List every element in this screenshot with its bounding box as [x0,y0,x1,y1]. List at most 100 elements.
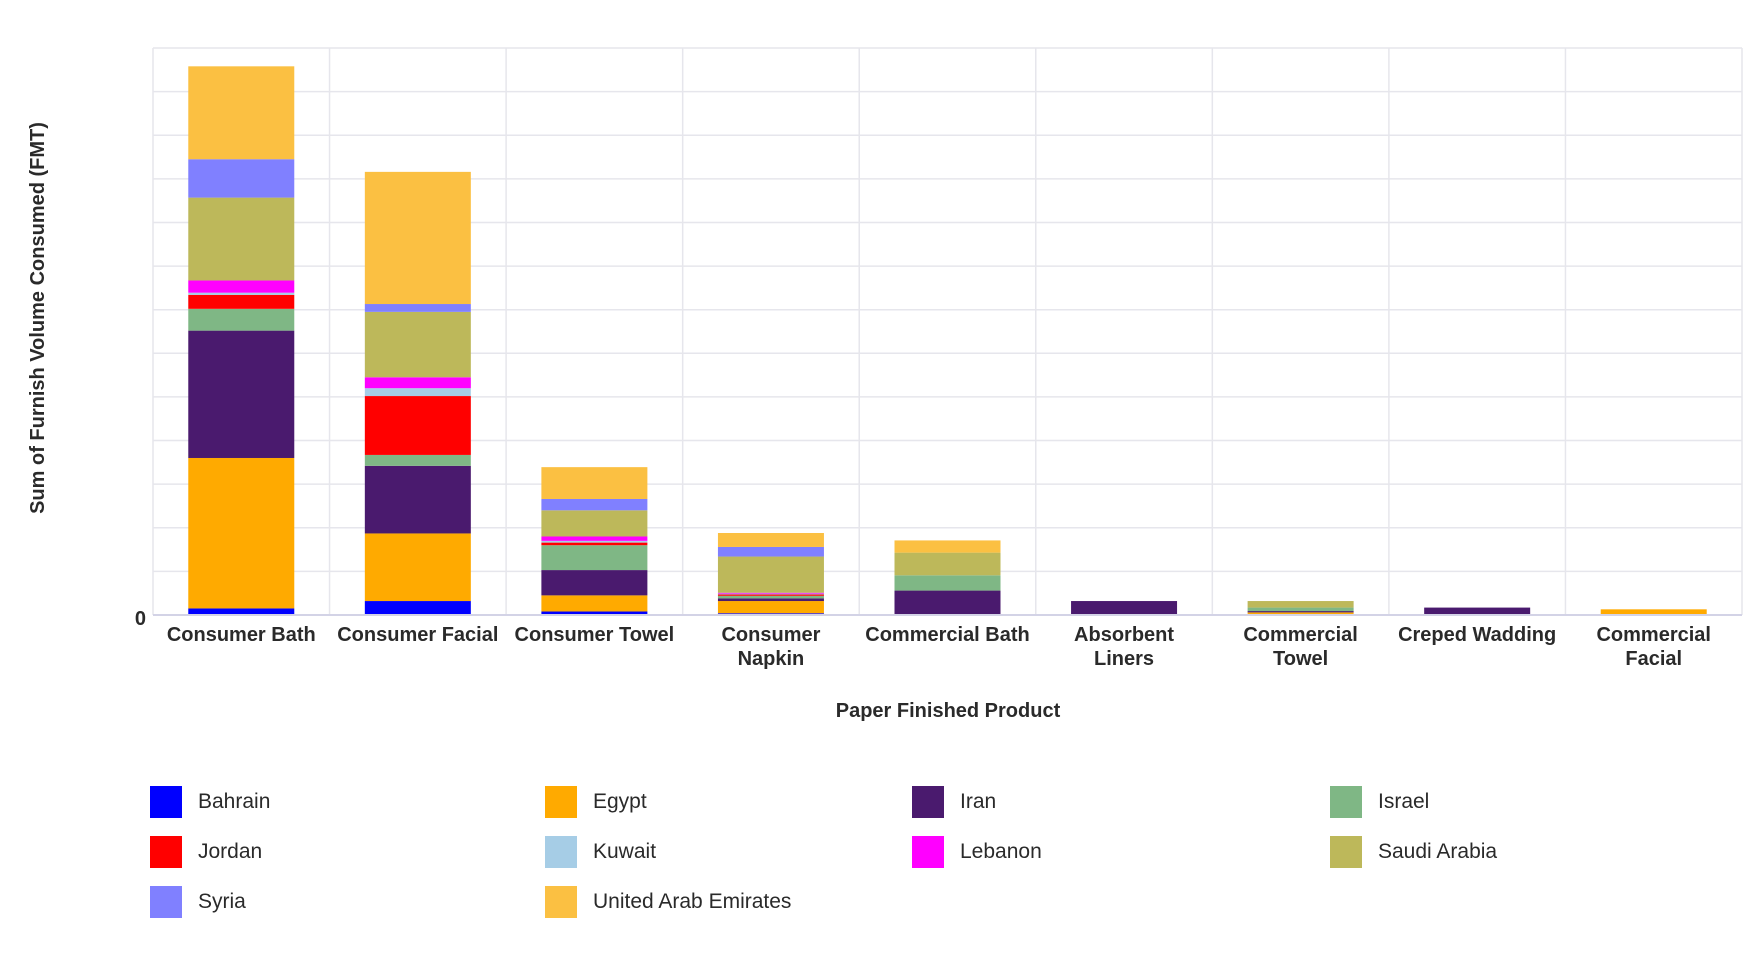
bar-segment[interactable] [1424,607,1531,615]
bar-segment[interactable] [188,280,295,293]
legend-swatch [545,786,577,818]
bar-segment[interactable] [541,540,648,543]
legend-item[interactable]: Egypt [545,786,647,818]
bar-segment[interactable] [541,595,648,612]
bar-segment[interactable] [541,536,648,541]
x-tick-label: Consumer Towel [515,624,675,646]
bar-segment[interactable] [541,545,648,571]
x-tick-label: Commercial Towel [1243,624,1358,670]
bar-segment[interactable] [364,171,471,305]
x-tick-label: Consumer Facial [337,624,498,646]
legend-item[interactable]: Kuwait [545,836,656,868]
bar-segment[interactable] [717,594,824,596]
bar-segment[interactable] [1071,601,1178,615]
x-tick-label-line: Consumer [721,624,820,646]
bar-segment[interactable] [894,590,1001,615]
bar-segment[interactable] [188,66,295,160]
legend-label: United Arab Emirates [593,890,792,913]
legend-label: Bahrain [198,790,271,813]
bar-segment[interactable] [541,611,648,615]
bar-segment[interactable] [894,540,1001,553]
x-tick-label: Consumer Napkin [721,624,820,670]
x-tick-label-line: Commercial [1596,624,1711,646]
bar-segment[interactable] [364,388,471,397]
bar-segment[interactable] [717,533,824,547]
x-tick-label-line: Consumer Bath [167,624,316,646]
legend-label: Egypt [593,790,647,813]
bar-segment[interactable] [717,592,824,594]
bar-segment[interactable] [1247,607,1354,612]
x-tick-label-line: Creped Wadding [1398,624,1556,646]
legend-label: Saudi Arabia [1378,840,1498,863]
bar-segment[interactable] [364,465,471,534]
legend-label: Lebanon [960,840,1042,863]
legend-item[interactable]: United Arab Emirates [545,886,791,918]
legend-label: Syria [198,890,246,913]
x-tick-label: Consumer Bath [167,624,316,646]
bar-segment[interactable] [1247,601,1354,608]
x-tick-label-line: Liners [1094,648,1154,670]
bar-segment[interactable] [364,396,471,455]
bar-segment[interactable] [188,457,295,609]
bar-segment[interactable] [717,546,824,557]
bar-segment[interactable] [364,454,471,466]
legend-swatch [150,836,182,868]
bar-segment[interactable] [364,533,471,602]
bar-segment[interactable] [1247,612,1354,615]
x-tick-label: Commercial Facial [1596,624,1711,670]
bar-segment[interactable] [188,294,295,309]
legend-label: Israel [1378,790,1430,813]
bar-segment[interactable] [541,498,648,511]
legend-item[interactable]: Lebanon [912,836,1042,868]
x-tick-label-line: Towel [1273,648,1328,670]
bar-segment[interactable] [188,159,295,198]
x-tick-label: Creped Wadding [1398,624,1556,646]
bar-segment[interactable] [717,595,824,599]
bar-segment[interactable] [188,197,295,281]
bar-segment[interactable] [188,292,295,295]
legend-item[interactable]: Saudi Arabia [1330,836,1497,868]
x-tick-label-line: Napkin [738,648,805,670]
legend-swatch [150,786,182,818]
bar-segment[interactable] [717,601,824,614]
bar-segment[interactable] [541,467,648,499]
bar-segment[interactable] [1247,611,1354,613]
legend-item[interactable]: Bahrain [150,786,270,818]
x-tick-label-line: Consumer Facial [337,624,498,646]
bar-segment[interactable] [188,608,295,615]
x-tick-labels: Consumer Bath Consumer Facial Consumer Tow… [167,624,1711,670]
bar-segment[interactable] [541,570,648,596]
bar-segment[interactable] [541,510,648,537]
bar-segment[interactable] [717,593,824,595]
legend-item[interactable]: Syria [150,886,246,918]
x-tick-label-line: Commercial [1243,624,1358,646]
bar-segment[interactable] [541,542,648,546]
legend-item[interactable]: Jordan [150,836,262,868]
x-tick-label: Absorbent Liners [1074,624,1174,670]
legend-item[interactable]: Iran [912,786,996,818]
x-axis-title: Paper Finished Product [836,700,1061,722]
bar-segment[interactable] [364,304,471,312]
legend-label: Jordan [198,840,263,863]
bar-segment[interactable] [894,552,1001,576]
bar-segment[interactable] [364,311,471,378]
legend-swatch [912,836,944,868]
bar-segment[interactable] [188,330,295,458]
x-tick-label-line: Absorbent [1074,624,1174,646]
bar-segment[interactable] [894,575,1001,591]
legend-item[interactable]: Israel [1330,786,1429,818]
bar-segment[interactable] [717,556,824,593]
bar-segment[interactable] [364,377,471,389]
legend: Bahrain Egypt Iran Israel Jordan Kuwait Lebano… [150,786,1710,936]
bar-segment[interactable] [188,308,295,331]
legend-label: Iran [960,790,997,813]
legend-swatch [545,836,577,868]
bar-segment[interactable] [364,601,471,615]
legend-swatch [912,786,944,818]
legend-swatch [1330,786,1362,818]
x-tick-label-line: Facial [1625,648,1682,670]
bar-segment[interactable] [717,598,824,602]
bar-segment[interactable] [1600,609,1707,615]
legend-swatch [1330,836,1362,868]
y-axis-title: Sum of Furnish Volume Consumed (FMT) [27,122,49,514]
